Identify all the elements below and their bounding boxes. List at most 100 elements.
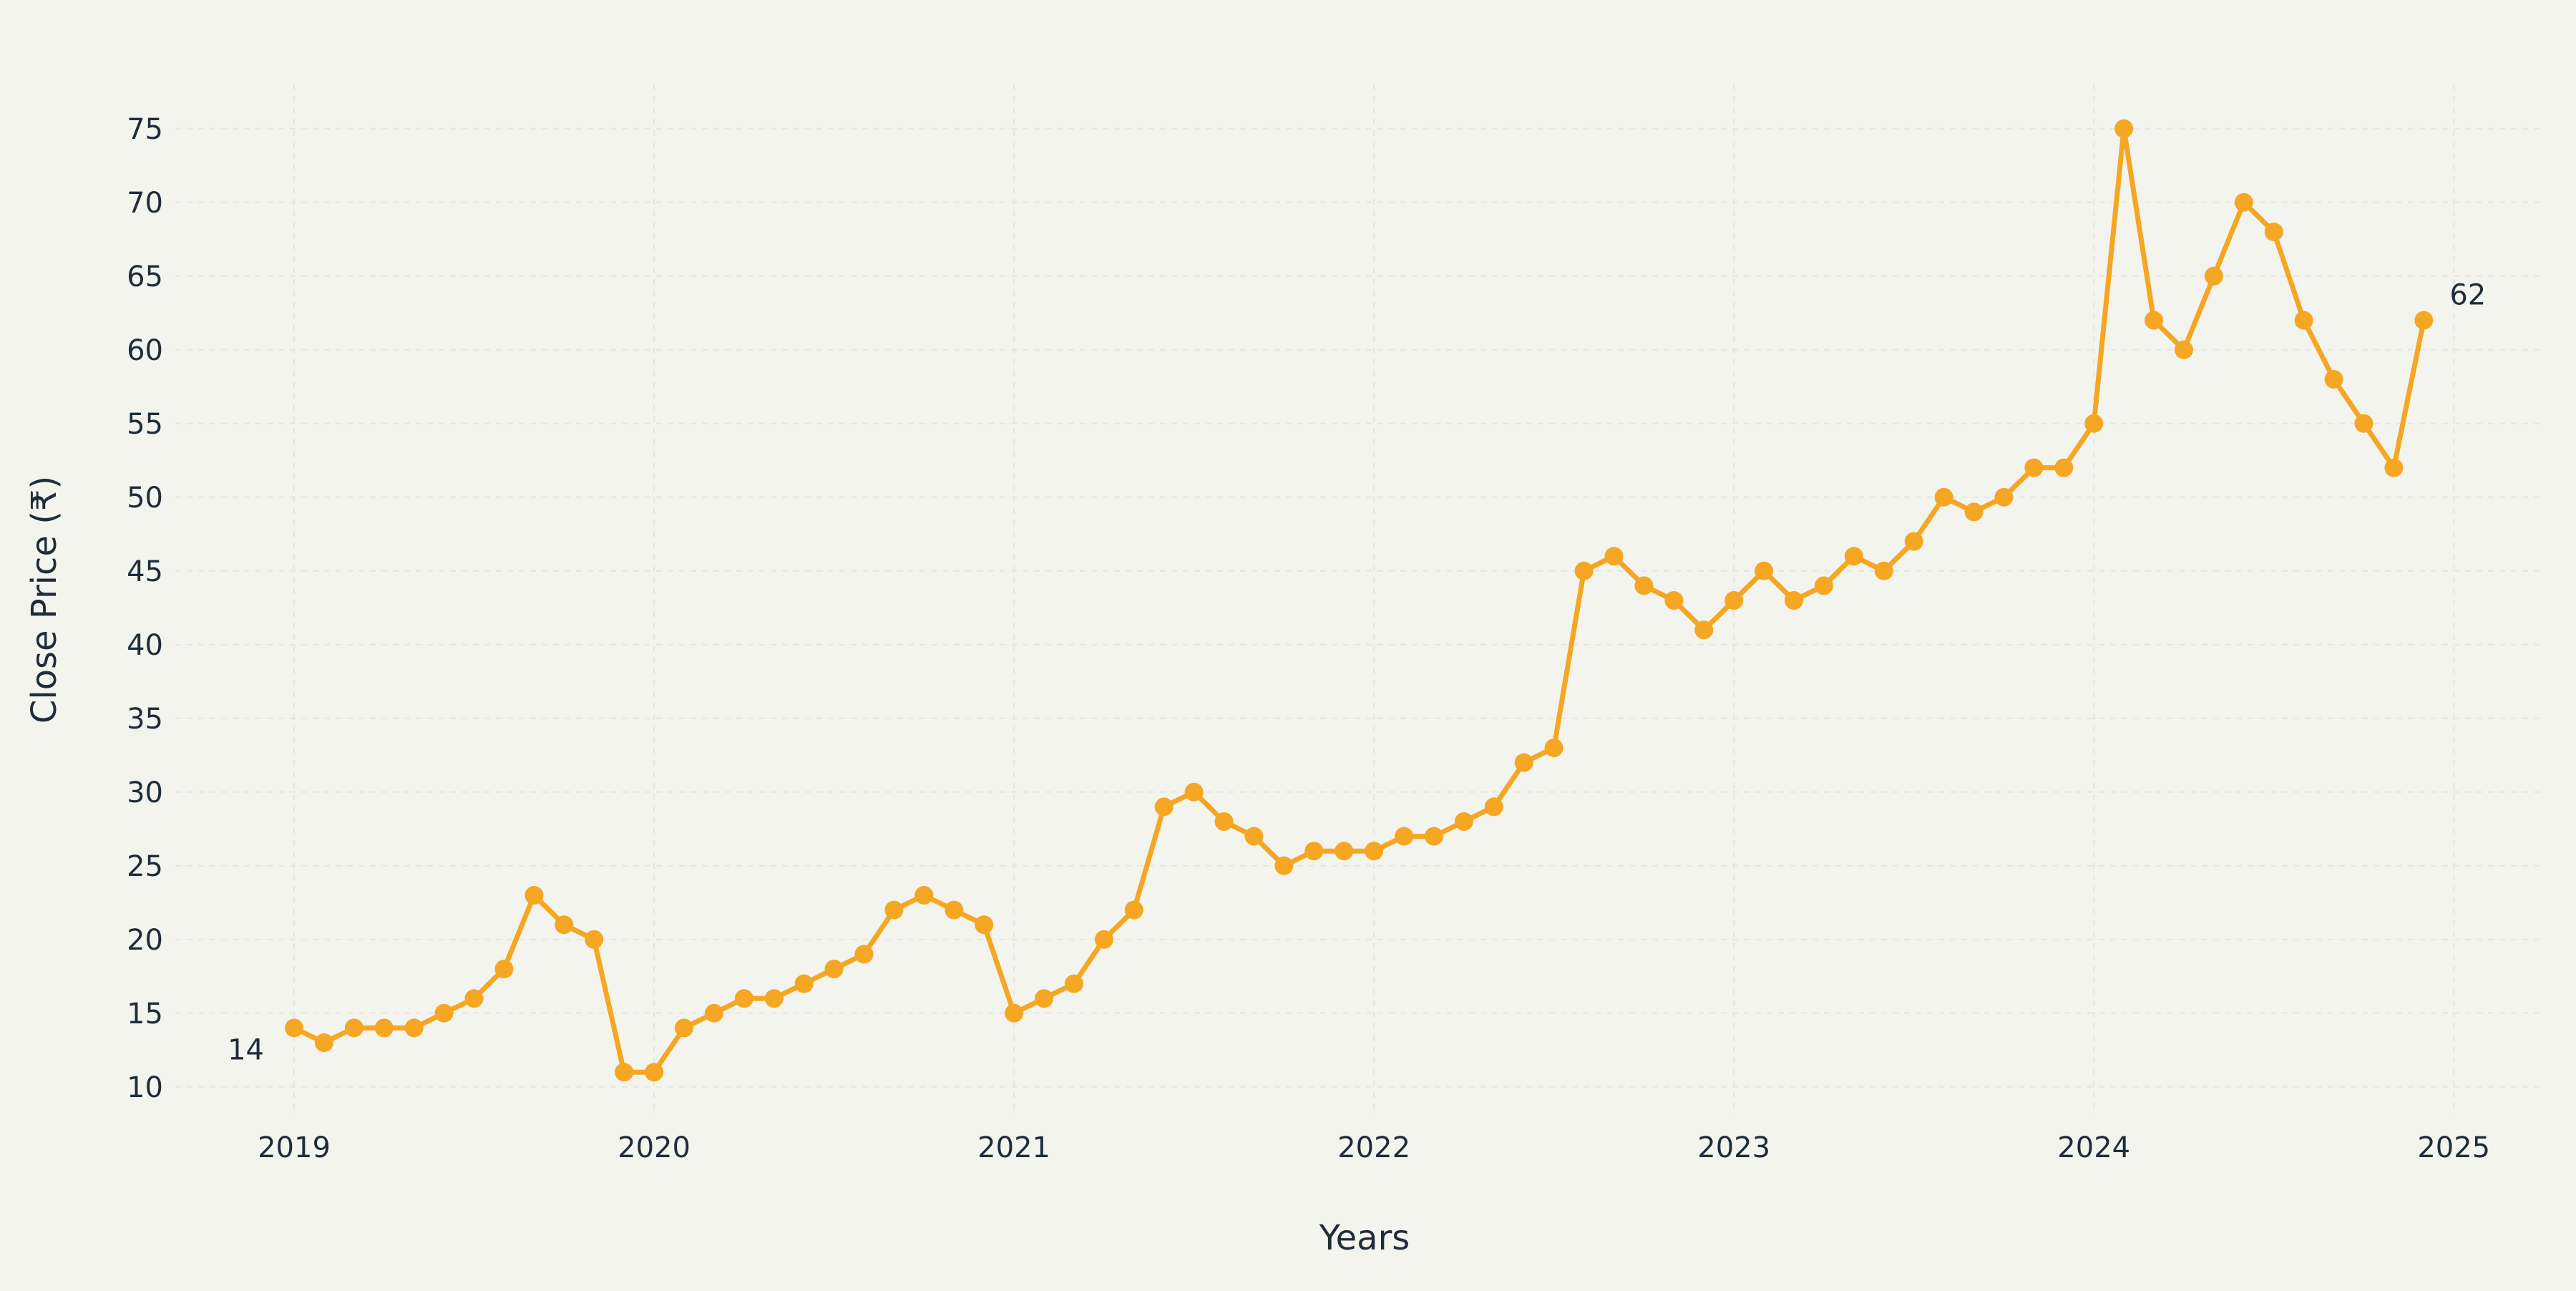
data-point (1814, 576, 1833, 595)
x-tick-label: 2019 (258, 1131, 331, 1164)
data-point (1994, 487, 2014, 507)
data-point (1005, 1003, 1024, 1023)
y-tick-label: 20 (127, 924, 163, 957)
data-point (645, 1063, 664, 1082)
data-point (2294, 311, 2313, 330)
y-tick-label: 45 (127, 555, 163, 588)
data-point (2324, 370, 2343, 389)
data-point (704, 1003, 723, 1023)
data-point (1574, 561, 1594, 580)
x-tick-label: 2022 (1337, 1131, 1410, 1164)
data-point (2084, 414, 2104, 433)
data-point (1424, 827, 1443, 846)
data-point (1094, 930, 1113, 949)
grid-lines (175, 84, 2544, 1116)
y-tick-label: 30 (127, 776, 163, 809)
data-point (2054, 458, 2074, 477)
data-point (2024, 458, 2044, 477)
data-point (2145, 311, 2164, 330)
data-point (1544, 739, 1563, 757)
y-tick-label: 40 (127, 629, 163, 662)
data-point (1484, 797, 1503, 817)
data-point (2354, 414, 2373, 433)
x-tick-label: 2023 (1697, 1131, 1770, 1164)
data-point (2174, 340, 2193, 359)
data-point (1035, 989, 1054, 1008)
data-point (2414, 311, 2434, 330)
data-point (1214, 812, 1234, 831)
data-point (1964, 502, 1984, 522)
data-point (1514, 753, 1533, 772)
data-point (2234, 193, 2253, 212)
data-point (914, 886, 934, 905)
data-point (615, 1063, 634, 1082)
data-point (434, 1003, 454, 1023)
y-tick-label: 15 (127, 998, 163, 1031)
y-tick-label: 65 (127, 260, 163, 293)
data-point (1304, 842, 1324, 861)
y-tick-label: 60 (127, 334, 163, 367)
data-point (1365, 842, 1384, 861)
data-point (2264, 223, 2283, 241)
data-point (824, 960, 844, 978)
data-label: 62 (2449, 279, 2486, 312)
data-label: 14 (228, 1033, 264, 1066)
data-point (1335, 842, 1354, 861)
data-point (585, 930, 604, 949)
data-point (1124, 900, 1143, 920)
y-axis-title: Close Price (₹) (24, 476, 64, 724)
y-tick-label: 55 (127, 408, 163, 441)
data-point (1755, 561, 1774, 580)
y-tick-label: 35 (127, 703, 163, 736)
data-point (374, 1018, 394, 1038)
data-point (1934, 487, 1953, 507)
y-tick-label: 10 (127, 1071, 163, 1104)
data-point (2114, 119, 2134, 138)
data-point (1724, 591, 1744, 610)
data-point (525, 886, 544, 905)
data-point (1604, 547, 1624, 566)
data-point (1064, 974, 1083, 993)
x-axis-title: Years (1319, 1218, 1410, 1258)
data-point (285, 1018, 304, 1038)
data-point (1785, 591, 1804, 610)
y-tick-label: 50 (127, 482, 163, 515)
data-point (1454, 812, 1473, 831)
x-tick-label: 2020 (618, 1131, 691, 1164)
data-point (1904, 532, 1923, 551)
data-point (1244, 827, 1264, 846)
data-point (1664, 591, 1684, 610)
data-point (404, 1018, 424, 1038)
data-point (1874, 561, 1893, 580)
y-tick-label: 25 (127, 850, 163, 883)
data-point (1274, 856, 1294, 875)
data-point (1154, 797, 1174, 817)
data-point (555, 915, 574, 935)
data-point (344, 1018, 364, 1038)
data-point (975, 915, 994, 935)
y-axis-ticks: 10 15 20 25 30 35 40 45 50 55 60 65 70 75 (127, 113, 163, 1104)
data-point (314, 1033, 333, 1052)
data-point (794, 974, 814, 993)
y-tick-label: 75 (127, 113, 163, 146)
annotations: 14 62 (228, 279, 2486, 1067)
x-tick-label: 2025 (2417, 1131, 2490, 1164)
data-point (1184, 782, 1204, 802)
x-axis-ticks: 2019 2020 2021 2022 2023 2024 2025 (258, 1131, 2490, 1164)
x-tick-label: 2024 (2057, 1131, 2130, 1164)
data-point (1844, 547, 1863, 566)
data-point (2384, 458, 2404, 477)
data-point (2204, 266, 2223, 286)
data-point (734, 989, 753, 1008)
series-price (285, 119, 2434, 1082)
data-point (494, 960, 514, 978)
series-line (291, 126, 2426, 1075)
data-point (1694, 620, 1714, 640)
data-point (1634, 576, 1654, 595)
data-point (764, 989, 784, 1008)
data-point (464, 989, 484, 1008)
data-point (884, 900, 904, 920)
data-point (674, 1018, 693, 1038)
y-tick-label: 70 (127, 187, 163, 220)
